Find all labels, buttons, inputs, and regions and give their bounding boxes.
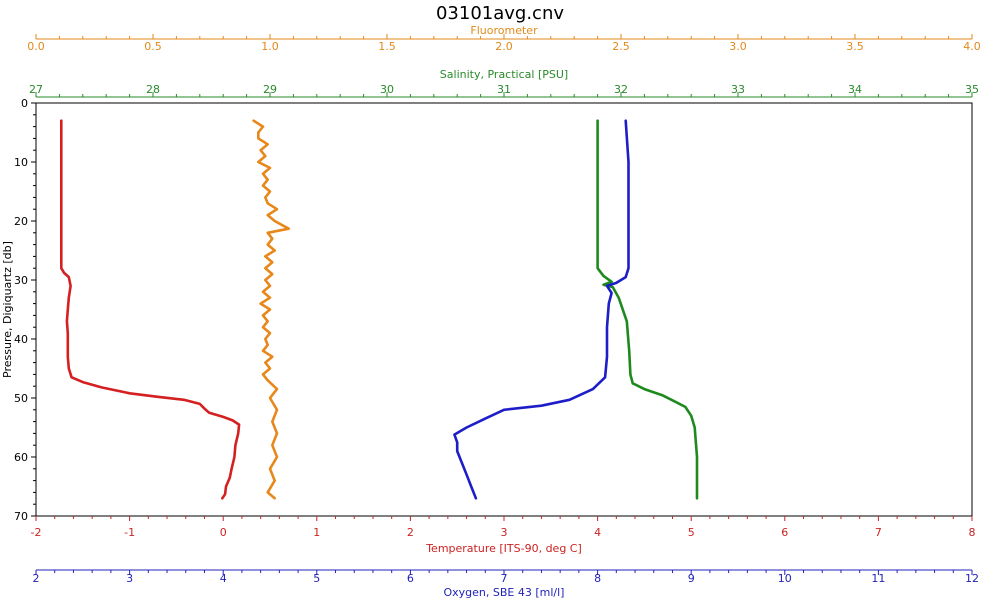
temperature-tick-label: 6 <box>781 526 788 539</box>
oxygen-tick-label: 4 <box>220 572 227 585</box>
oxygen-tick-label: 2 <box>33 572 40 585</box>
y-axis-label: Pressure, Digiquartz [db] <box>1 241 14 378</box>
fluorometer-tick-label: 0.0 <box>27 40 45 53</box>
temperature-axis-label: Temperature [ITS-90, deg C] <box>425 542 582 555</box>
salinity-tick-label: 30 <box>380 83 394 96</box>
temperature-tick-label: 3 <box>501 526 508 539</box>
oxygen-tick-label: 5 <box>313 572 320 585</box>
temperature-tick-label: -2 <box>31 526 42 539</box>
temperature-tick-label: 2 <box>407 526 414 539</box>
fluorometer-profile-line <box>252 119 291 500</box>
salinity-tick-label: 31 <box>497 83 511 96</box>
salinity-tick-label: 32 <box>614 83 628 96</box>
oxygen-profile-line <box>453 119 630 500</box>
y-tick-label: 10 <box>14 156 28 169</box>
oxygen-tick-label: 9 <box>688 572 695 585</box>
fluorometer-tick-label: 0.5 <box>144 40 162 53</box>
temperature-tick-label: 7 <box>875 526 882 539</box>
salinity-axis-label: Salinity, Practical [PSU] <box>440 68 568 81</box>
salinity-tick-label: 35 <box>965 83 979 96</box>
salinity-tick-label: 28 <box>146 83 160 96</box>
y-tick-label: 0 <box>21 97 28 110</box>
fluorometer-tick-label: 3.0 <box>729 40 747 53</box>
plot-frame <box>35 102 973 517</box>
chart-title: 03101avg.cnv <box>436 3 564 24</box>
temperature-tick-label: 1 <box>313 526 320 539</box>
y-tick-label: 60 <box>14 451 28 464</box>
fluorometer-tick-label: 3.5 <box>846 40 864 53</box>
y-tick-label: 20 <box>14 215 28 228</box>
fluorometer-axis-label: Fluorometer <box>470 24 538 37</box>
fluorometer-tick-label: 4.0 <box>963 40 981 53</box>
salinity-tick-label: 29 <box>263 83 277 96</box>
oxygen-tick-label: 11 <box>871 572 885 585</box>
salinity-profile-line <box>596 119 699 500</box>
oxygen-axis-label: Oxygen, SBE 43 [ml/l] <box>444 586 565 599</box>
temperature-tick-label: 5 <box>688 526 695 539</box>
temperature-profile-line <box>59 119 241 500</box>
y-tick-label: 40 <box>14 333 28 346</box>
temperature-tick-label: 4 <box>594 526 601 539</box>
temperature-tick-label: -1 <box>124 526 135 539</box>
temperature-tick-label: 8 <box>969 526 976 539</box>
oxygen-tick-label: 10 <box>778 572 792 585</box>
oxygen-tick-label: 3 <box>126 572 133 585</box>
oxygen-tick-label: 12 <box>965 572 979 585</box>
fluorometer-tick-label: 1.0 <box>261 40 279 53</box>
salinity-tick-label: 27 <box>29 83 43 96</box>
fluorometer-tick-label: 2.0 <box>495 40 513 53</box>
fluorometer-tick-label: 2.5 <box>612 40 630 53</box>
oxygen-tick-label: 7 <box>501 572 508 585</box>
salinity-tick-label: 34 <box>848 83 862 96</box>
series-layer <box>59 119 699 500</box>
y-tick-label: 30 <box>14 274 28 287</box>
oxygen-tick-label: 8 <box>594 572 601 585</box>
oxygen-tick-label: 6 <box>407 572 414 585</box>
temperature-tick-label: 0 <box>220 526 227 539</box>
fluorometer-tick-label: 1.5 <box>378 40 396 53</box>
salinity-tick-label: 33 <box>731 83 745 96</box>
y-tick-label: 50 <box>14 392 28 405</box>
y-tick-label: 70 <box>14 510 28 523</box>
